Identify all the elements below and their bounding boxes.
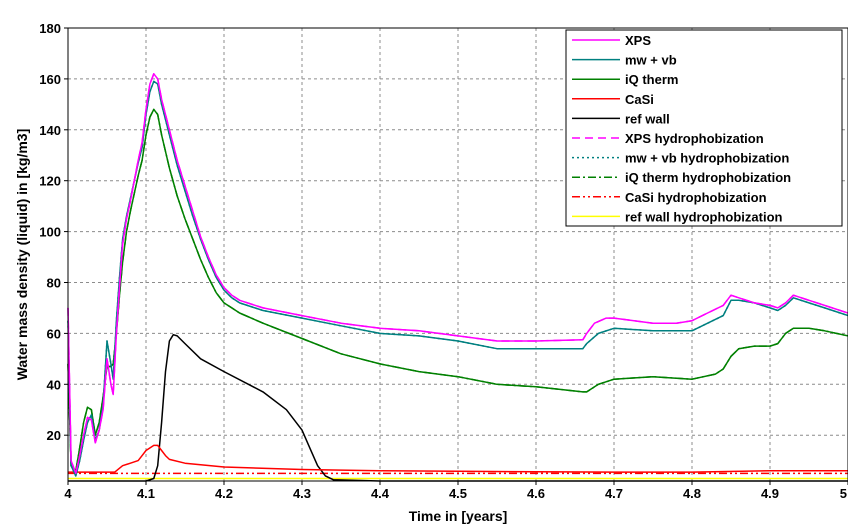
x-tick-label: 4.1 bbox=[137, 486, 155, 501]
x-tick-label: 4.8 bbox=[683, 486, 701, 501]
y-tick-label: 180 bbox=[39, 21, 61, 36]
legend-label: XPS hydrophobization bbox=[625, 131, 764, 146]
tick-labels: 4 4.1 4.2 4.3 4.4 4.5 4.6 4.7 4.8 4.9 5 20 40 60 80 100… bbox=[39, 21, 848, 501]
y-tick-label: 120 bbox=[39, 174, 61, 189]
series-line-1 bbox=[67, 80, 848, 477]
legend-label: mw + vb bbox=[625, 53, 677, 68]
y-tick-label: 60 bbox=[47, 326, 61, 341]
series-line-3 bbox=[68, 444, 848, 473]
legend-label: iQ therm bbox=[625, 72, 678, 87]
y-tick-label: 80 bbox=[47, 275, 61, 290]
grid bbox=[68, 28, 848, 481]
y-axis-title: Water mass density (liquid) in [kg/m3] bbox=[14, 129, 30, 381]
legend-label: CaSi hydrophobization bbox=[625, 190, 767, 205]
series-line-5 bbox=[67, 73, 848, 475]
x-tick-label: 4.5 bbox=[449, 486, 467, 501]
x-tick-label: 4.6 bbox=[527, 486, 545, 501]
x-tick-label: 4 bbox=[64, 486, 72, 501]
legend-label: ref wall bbox=[625, 111, 670, 126]
legend: XPS mw + vb iQ therm CaSi ref wall XPS hydrop… bbox=[565, 29, 843, 227]
y-tick-label: 160 bbox=[39, 72, 61, 87]
y-tick-label: 20 bbox=[47, 428, 61, 443]
legend-box bbox=[565, 29, 843, 227]
x-tick-label: 5 bbox=[840, 486, 847, 501]
y-tick-label: 100 bbox=[39, 225, 61, 240]
series-lines bbox=[67, 73, 848, 482]
x-tick-label: 4.4 bbox=[371, 486, 390, 501]
y-tick-label: 140 bbox=[39, 123, 61, 138]
legend-label: iQ therm hydrophobization bbox=[625, 170, 791, 185]
legend-label: ref wall hydrophobization bbox=[625, 209, 783, 224]
y-tick-label: 40 bbox=[47, 377, 61, 392]
legend-label: XPS bbox=[625, 33, 651, 48]
x-axis-title: Time in [years] bbox=[409, 508, 508, 524]
series-line-4 bbox=[68, 333, 848, 482]
x-tick-label: 4.7 bbox=[605, 486, 623, 501]
x-tick-label: 4.3 bbox=[293, 486, 311, 501]
x-tick-label: 4.9 bbox=[761, 486, 779, 501]
legend-label: CaSi bbox=[625, 92, 654, 107]
legend-label: mw + vb hydrophobization bbox=[625, 151, 789, 166]
x-tick-label: 4.2 bbox=[215, 486, 233, 501]
